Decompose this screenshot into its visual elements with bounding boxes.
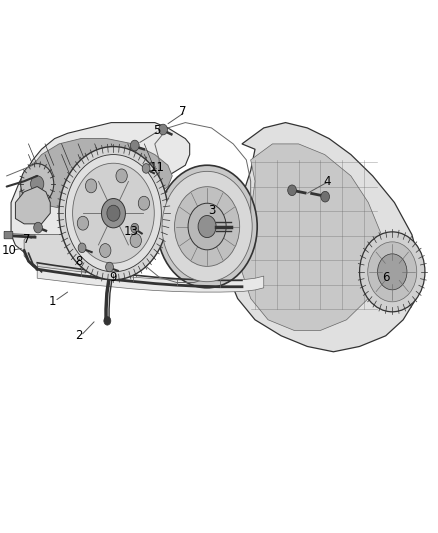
Circle shape — [116, 169, 127, 183]
Circle shape — [188, 203, 226, 250]
Polygon shape — [15, 187, 50, 224]
Circle shape — [130, 233, 141, 247]
Circle shape — [131, 223, 139, 233]
Circle shape — [360, 232, 425, 312]
Circle shape — [378, 254, 407, 290]
Circle shape — [66, 155, 161, 272]
Circle shape — [107, 205, 120, 221]
Text: 11: 11 — [149, 161, 165, 174]
Circle shape — [159, 124, 167, 135]
Text: 7: 7 — [22, 233, 30, 246]
Text: 8: 8 — [75, 255, 82, 268]
Circle shape — [368, 242, 417, 302]
Circle shape — [73, 163, 154, 263]
Circle shape — [31, 176, 44, 192]
Polygon shape — [229, 123, 420, 352]
Circle shape — [106, 262, 113, 272]
Text: 9: 9 — [110, 271, 117, 284]
Circle shape — [99, 244, 111, 257]
Circle shape — [142, 164, 150, 173]
Text: 6: 6 — [382, 271, 389, 284]
Circle shape — [157, 165, 257, 288]
Circle shape — [102, 198, 125, 228]
Polygon shape — [11, 123, 190, 272]
Polygon shape — [37, 266, 264, 292]
Polygon shape — [20, 139, 172, 208]
Circle shape — [34, 222, 42, 233]
Polygon shape — [24, 235, 133, 272]
Circle shape — [104, 317, 111, 325]
Circle shape — [174, 187, 240, 266]
Polygon shape — [242, 144, 381, 330]
Circle shape — [21, 164, 54, 204]
Text: 2: 2 — [75, 329, 82, 342]
Text: 13: 13 — [124, 225, 138, 238]
Circle shape — [59, 147, 168, 280]
Circle shape — [85, 179, 97, 193]
Text: 1: 1 — [49, 295, 56, 308]
Circle shape — [198, 215, 216, 238]
FancyBboxPatch shape — [4, 231, 13, 239]
Circle shape — [78, 243, 86, 253]
Circle shape — [288, 185, 297, 196]
Circle shape — [131, 140, 139, 151]
Text: 3: 3 — [208, 204, 215, 217]
Text: 5: 5 — [153, 124, 161, 137]
Circle shape — [321, 191, 329, 202]
Circle shape — [162, 172, 252, 282]
Circle shape — [138, 196, 150, 210]
Text: 7: 7 — [180, 106, 187, 118]
Text: 10: 10 — [1, 244, 16, 257]
Text: 4: 4 — [323, 175, 331, 188]
Circle shape — [77, 216, 88, 230]
